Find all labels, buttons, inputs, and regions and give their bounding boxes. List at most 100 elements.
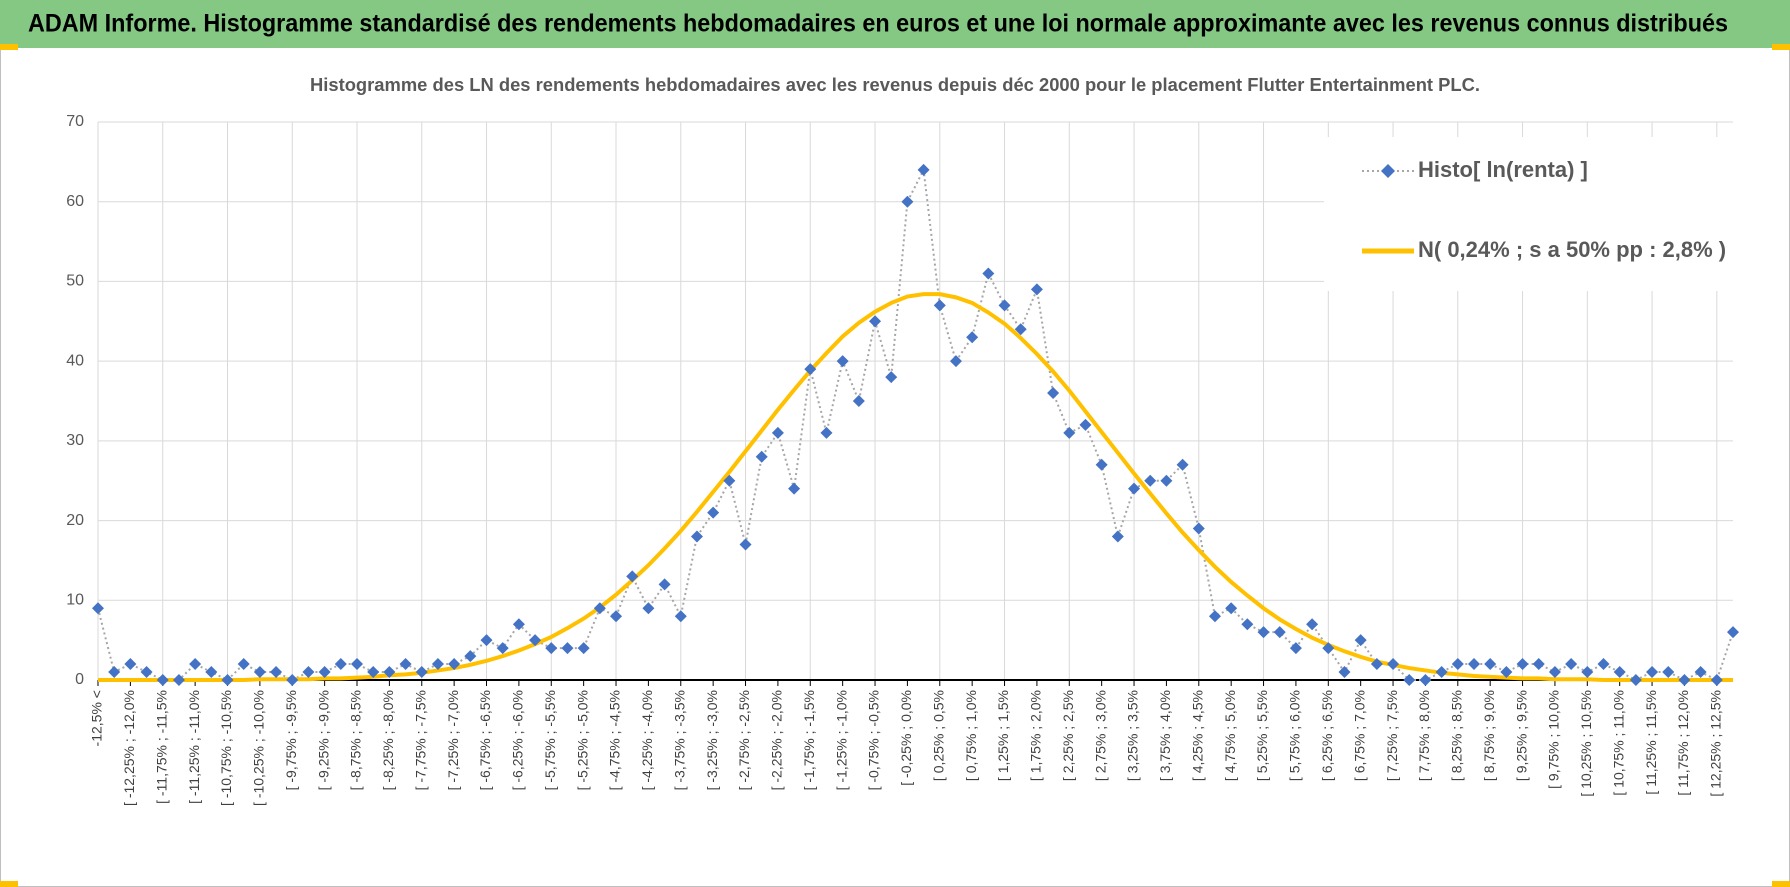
marker <box>1516 658 1529 671</box>
marker <box>1727 626 1739 639</box>
x-tick-label: [ 8,75% ; 9,0% <box>1481 690 1497 781</box>
marker <box>1338 666 1351 679</box>
marker <box>545 642 558 655</box>
marker <box>1144 474 1157 487</box>
marker <box>496 642 509 655</box>
marker <box>593 602 606 615</box>
marker <box>674 610 687 623</box>
marker <box>464 650 477 663</box>
marker <box>237 658 250 671</box>
marker <box>253 666 266 679</box>
marker <box>723 474 736 487</box>
x-tick-label: [ 11,75% ; 12,0% <box>1675 690 1691 796</box>
x-tick-label: [ -5,25% ; -5,0% <box>574 690 590 790</box>
marker <box>1646 666 1659 679</box>
marker <box>788 482 801 495</box>
marker <box>221 674 234 686</box>
x-tick-label: [ 10,75% ; 11,0% <box>1610 690 1626 796</box>
marker <box>966 331 979 344</box>
x-tick-label: [ 7,75% ; 8,0% <box>1416 690 1432 781</box>
marker <box>512 618 525 631</box>
marker <box>415 666 428 679</box>
chart-title: Histogramme des LN des rendements hebdom… <box>310 75 1480 95</box>
x-tick-label: -12,5% < <box>89 690 105 746</box>
x-tick-label: [ -11,25% ; -11,0% <box>186 690 202 804</box>
x-tick-label: [ 2,75% ; 3,0% <box>1092 690 1108 781</box>
x-tick-label: [ -12,25% ; -12,0% <box>121 690 137 806</box>
marker <box>982 267 995 280</box>
marker <box>286 674 299 686</box>
marker <box>189 658 202 671</box>
legend-marker <box>1381 164 1395 178</box>
marker <box>869 315 882 328</box>
marker <box>885 371 898 384</box>
marker <box>1532 658 1545 671</box>
y-tick-label: 50 <box>66 273 84 290</box>
x-tick-label: [ -3,25% ; -3,0% <box>704 690 720 790</box>
marker <box>771 426 784 439</box>
marker <box>1484 658 1497 671</box>
marker <box>917 163 930 176</box>
x-tick-label: [ 0,75% ; 1,0% <box>963 690 979 781</box>
x-tick-label: [ -8,75% ; -8,5% <box>348 690 364 790</box>
marker <box>448 658 461 671</box>
x-tick-label: [ 10,25% ; 10,5% <box>1578 690 1594 797</box>
corner-mark <box>1772 44 1790 50</box>
marker <box>1354 634 1367 647</box>
marker <box>852 395 865 407</box>
marker <box>804 363 817 376</box>
marker <box>998 299 1011 312</box>
marker <box>367 666 380 679</box>
x-tick-label: [ -11,75% ; -11,5% <box>153 690 169 804</box>
marker <box>1289 642 1302 655</box>
marker <box>1435 666 1448 679</box>
x-tick-label: [ -0,75% ; -0,5% <box>866 690 882 790</box>
marker <box>1597 658 1610 671</box>
legend-box <box>1324 137 1734 291</box>
marker <box>529 634 542 647</box>
marker <box>1662 666 1675 679</box>
y-tick-label: 10 <box>66 592 84 609</box>
x-tick-label: [ -7,75% ; -7,5% <box>412 690 428 790</box>
marker <box>1678 674 1691 686</box>
x-tick-label: [ -6,75% ; -6,5% <box>477 690 493 790</box>
marker <box>1387 658 1400 671</box>
marker <box>383 666 396 679</box>
y-tick-label: 40 <box>66 352 84 369</box>
marker <box>480 634 493 647</box>
x-tick-label: [ -4,25% ; -4,0% <box>639 690 655 790</box>
marker <box>755 450 768 463</box>
marker <box>108 666 121 679</box>
marker <box>820 426 833 439</box>
marker <box>1370 658 1383 671</box>
marker <box>399 658 412 671</box>
marker <box>302 666 315 679</box>
marker <box>318 666 331 679</box>
y-tick-label: 20 <box>66 512 84 529</box>
marker <box>1160 474 1173 487</box>
marker <box>707 506 720 519</box>
marker <box>1128 482 1141 495</box>
marker <box>1079 418 1092 431</box>
corner-mark <box>0 881 18 887</box>
marker <box>610 610 623 623</box>
marker <box>205 666 218 679</box>
legend-label: N( 0,24% ; s a 50% pp : 2,8% ) <box>1418 237 1726 262</box>
x-tick-label: [ 4,75% ; 5,0% <box>1222 690 1238 781</box>
x-tick-label: [ 5,75% ; 6,0% <box>1287 690 1303 781</box>
x-tick-label: [ -5,75% ; -5,5% <box>542 690 558 790</box>
x-tick-label: [ 11,25% ; 11,5% <box>1643 690 1659 795</box>
marker <box>1273 626 1286 639</box>
x-tick-label: [ -10,25% ; -10,0% <box>251 690 267 806</box>
marker <box>140 666 153 679</box>
marker <box>739 538 752 551</box>
x-tick-label: [ -10,75% ; -10,5% <box>218 690 234 806</box>
marker <box>949 355 962 368</box>
marker <box>1613 666 1626 679</box>
marker <box>1419 674 1432 686</box>
marker <box>1192 522 1205 535</box>
marker <box>1710 674 1723 686</box>
x-tick-label: [ 9,25% ; 9,5% <box>1513 690 1529 781</box>
x-tick-label: [ -0,25% ; 0,0% <box>898 690 914 786</box>
